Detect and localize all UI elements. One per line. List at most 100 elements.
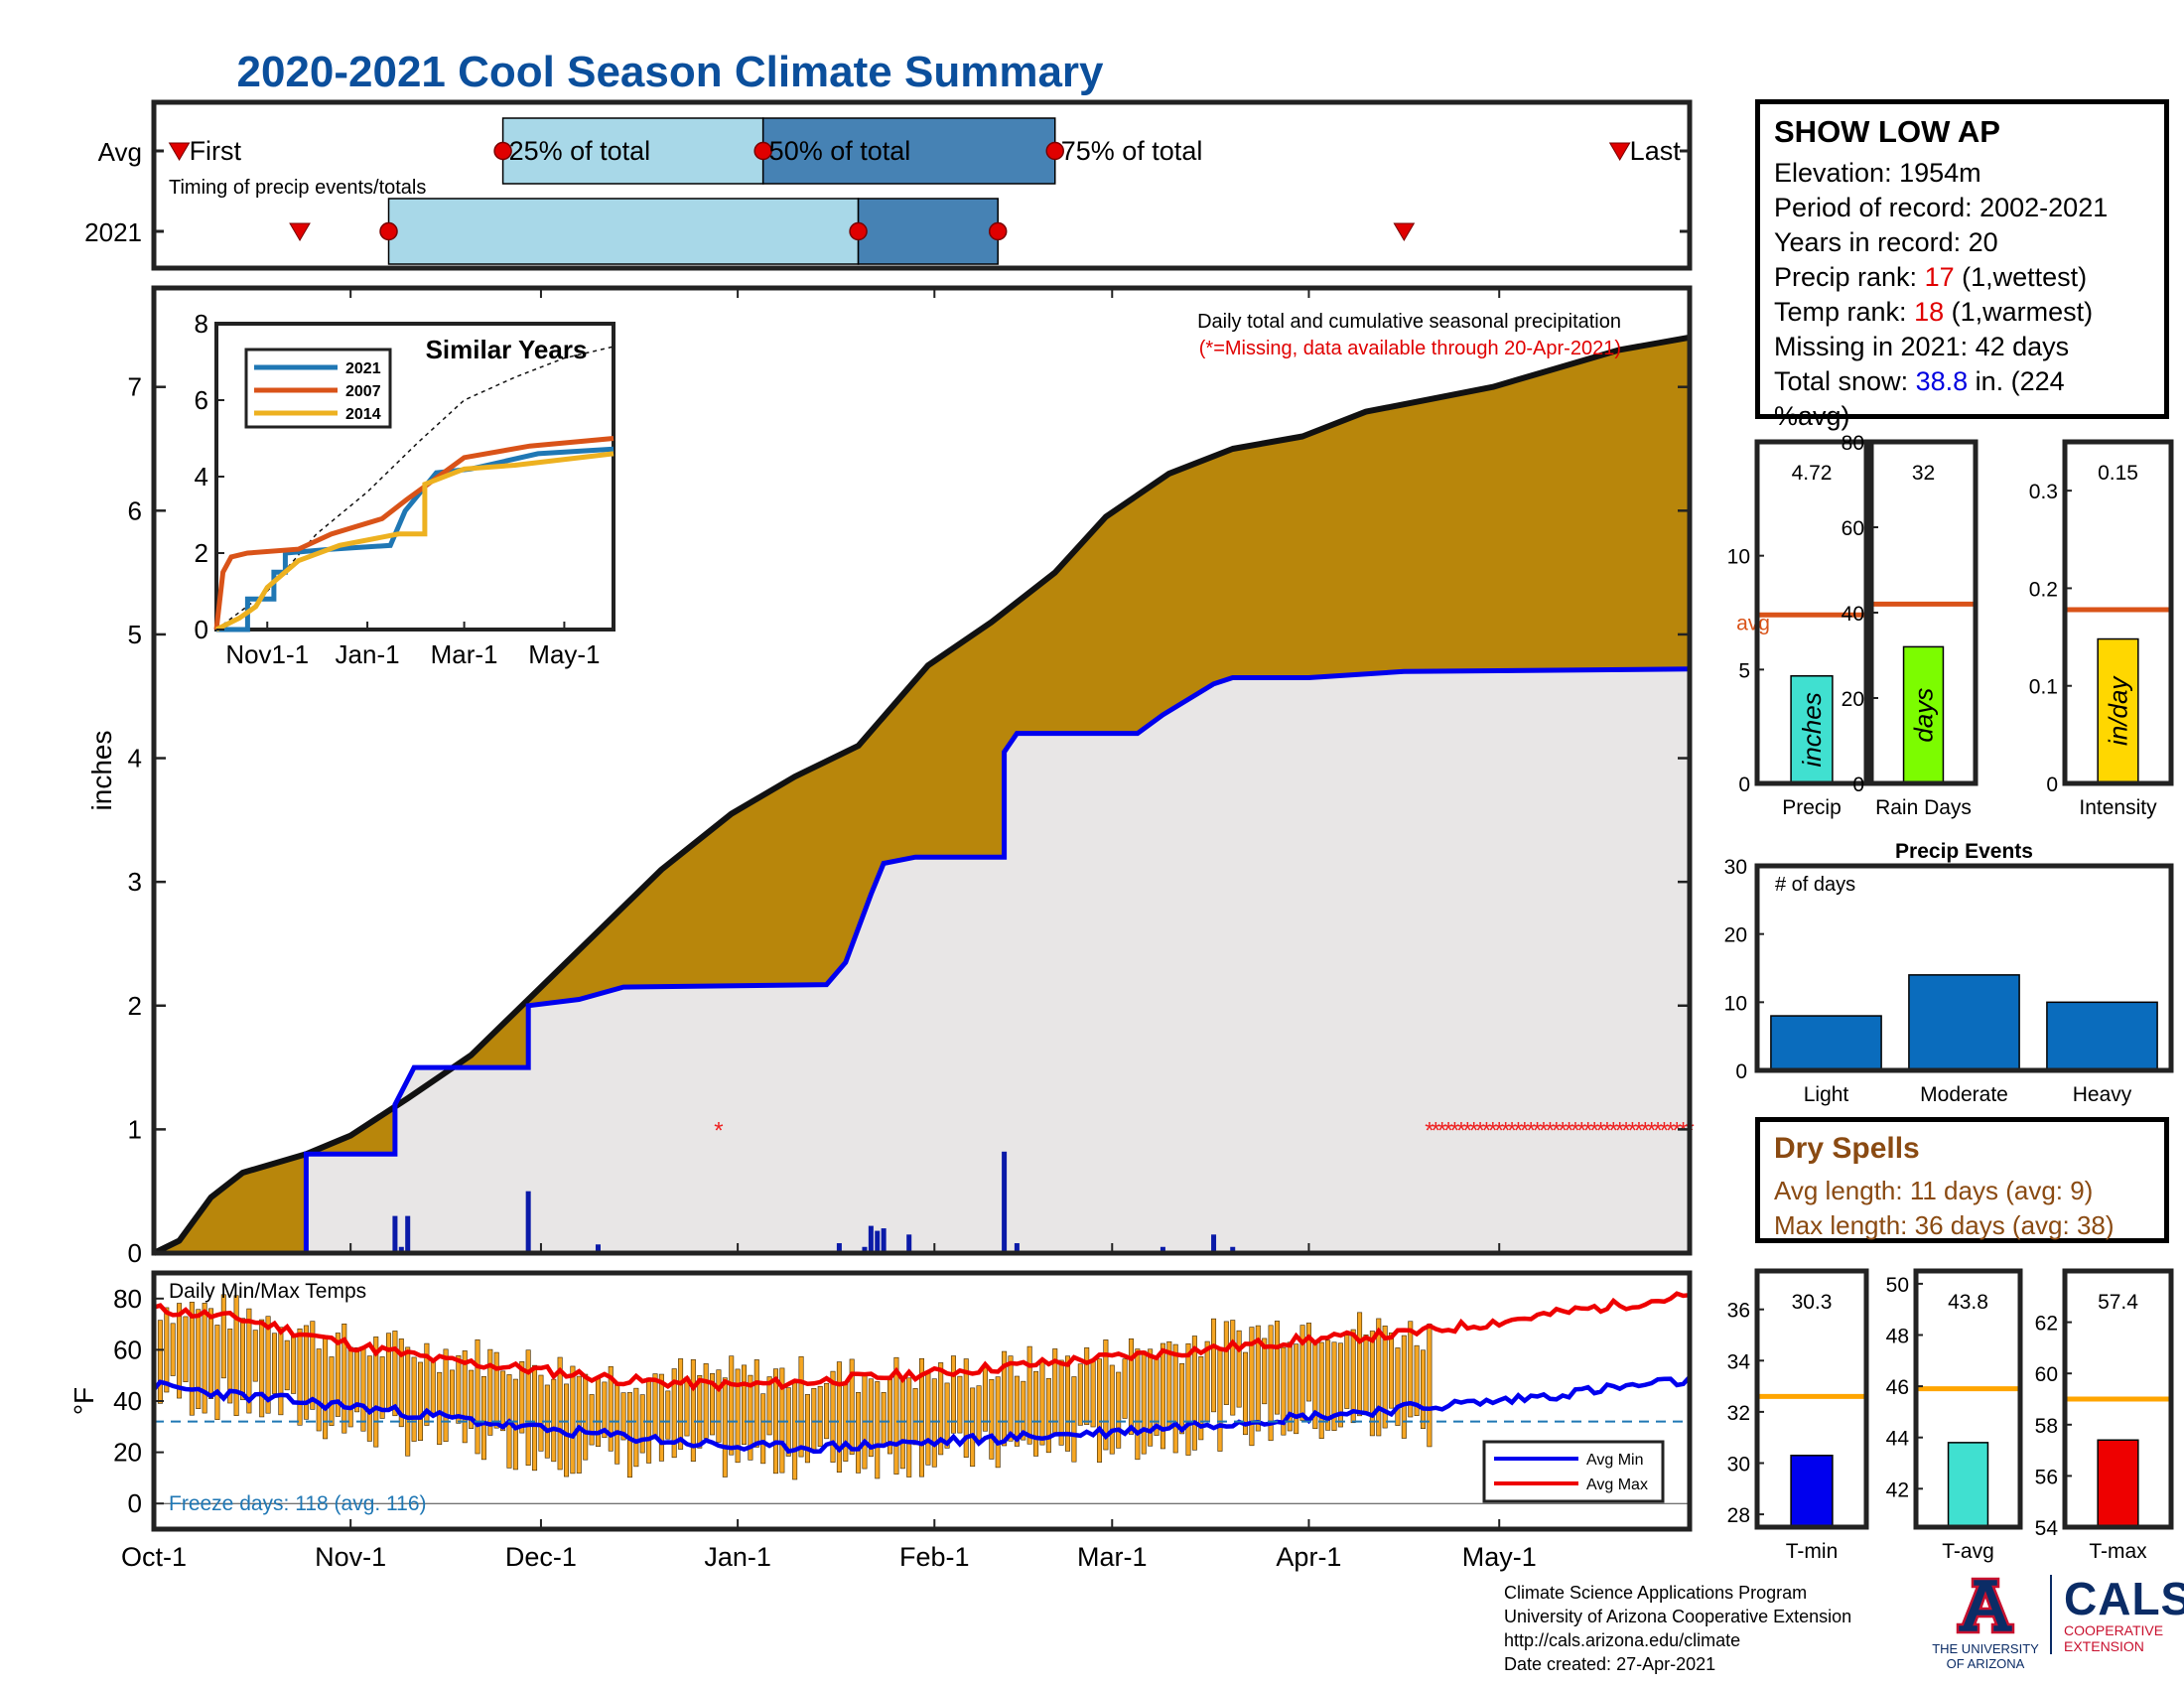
timing-last-triangle [1393,222,1416,241]
precip-rank-label: Precip rank: [1774,262,1925,292]
daily-precip-bar [1002,1151,1008,1253]
missing-data-marker: * [1653,1117,1662,1144]
x-tick-label: Jan-1 [704,1542,771,1572]
timing-last-triangle [1608,142,1631,161]
daily-precip-bar [525,1191,531,1253]
daily-temp-bar [963,1358,969,1458]
daily-temp-bar [1382,1326,1388,1429]
daily-temp-bar [1281,1346,1287,1436]
missing-data-marker: * [1432,1117,1440,1144]
daily-temp-bar [1096,1358,1102,1463]
temp-summary-value: 43.8 [1948,1291,1988,1314]
precip-summary-avg-label: avg [1736,612,1770,634]
precip-summary-value: 32 [1912,462,1935,485]
daily-temp-bar [366,1355,372,1442]
dry-spells-max: Max length: 36 days (avg: 38) [1774,1210,2115,1240]
daily-temp-bar [760,1393,766,1465]
timing-first-label: First [190,136,242,166]
university-of-arizona-logo[interactable]: THE UNIVERSITY OF ARIZONA [1921,1575,2050,1671]
cals-line-1: COOPERATIVE [2064,1622,2164,1638]
daily-temp-bar [227,1329,233,1404]
daily-temp-bar [177,1303,183,1399]
timing-bar-50-75 [857,198,999,265]
daily-temp-bar [1179,1362,1185,1435]
timing-75-label: 75% of total [1061,136,1203,166]
missing-data-marker: * [1647,1117,1656,1144]
station-elevation: Elevation: 1954m [1774,158,1981,188]
daily-temp-bar [881,1392,887,1446]
precip-summary-category-label: Rain Days [1875,796,1972,819]
station-missing: Missing in 2021: 42 days [1774,332,2070,361]
legend-label-2014: 2014 [345,406,381,423]
temp-summary-bar [1790,1455,1834,1528]
daily-temp-bar [1344,1335,1350,1409]
legend-label-avg-min: Avg Min [1586,1452,1644,1469]
daily-temp-bar [411,1356,417,1442]
daily-temp-bar [437,1371,443,1446]
daily-temp-bar [183,1316,189,1382]
x-tick-label: Apr-1 [1276,1542,1341,1572]
daily-temp-bar [1427,1324,1433,1448]
timing-marker-75 [988,221,1008,241]
station-snow: Total snow: 38.8 in. (224 [1774,364,2150,399]
temp-summary-tick-label: 30 [1727,1454,1750,1477]
daily-temp-bar [1026,1345,1032,1445]
precip-summary-unit-label: in/day [2104,675,2133,746]
missing-data-marker: * [1596,1117,1605,1144]
missing-data-marker: * [1469,1117,1478,1144]
temp-rank-label: Temp rank: [1774,297,1915,327]
daily-temp-bar [906,1377,912,1477]
daily-temp-bar [392,1331,398,1417]
missing-data-marker: * [1666,1117,1675,1144]
daily-temp-bar [620,1392,626,1441]
footer-date: Date created: 27-Apr-2021 [1504,1654,1716,1674]
daily-temp-bar [1243,1351,1249,1436]
missing-data-marker: * [1507,1117,1516,1144]
precip-summary-category-label: Precip [1782,796,1842,819]
precip-summary-tick-label: 60 [1842,517,1864,540]
similar-years-x-tick-label: Mar-1 [431,639,498,669]
daily-precip-bar [405,1215,411,1253]
missing-data-marker: * [1552,1117,1561,1144]
timing-first-triangle [168,142,191,161]
daily-temp-bar [557,1356,563,1471]
precip-plot-frame [151,285,1693,1256]
similar-years-line-2014 [214,451,614,633]
daily-temp-bar [1065,1355,1071,1452]
daily-precip-bar [392,1215,398,1253]
temp-summary-value: 57.4 [2098,1291,2138,1314]
legend-label-avg-max: Avg Max [1586,1477,1648,1493]
station-name: SHOW LOW AP [1774,114,2000,149]
precip-summary-tick-label: 0 [1852,774,1864,796]
daily-temp-bar [1002,1350,1008,1447]
daily-temp-bar [658,1373,664,1462]
daily-temp-bar [1045,1377,1051,1454]
daily-temp-bar [595,1376,601,1447]
cals-logo[interactable]: CALS COOPERATIVE EXTENSION [2050,1575,2184,1654]
daily-temp-bar [1217,1349,1223,1452]
temp-summary-tick-label: 60 [2035,1363,2058,1386]
daily-temp-bar [1021,1380,1026,1441]
daily-temp-bar [449,1369,455,1418]
temp-summary-tick-label: 32 [1727,1402,1750,1425]
precip-events-tick-label: 20 [1724,924,1747,947]
missing-data-marker: * [1628,1117,1637,1144]
precip-events-category-label: Heavy [2073,1083,2132,1106]
precip-events-tick-label: 30 [1724,856,1747,879]
season-cumulative-line [154,666,1691,1256]
temp-summary-tick-label: 34 [1727,1350,1751,1373]
precip-summary-tick-label: 0.1 [2029,676,2058,699]
daily-temp-bar [931,1378,937,1468]
daily-precip-bar [881,1228,887,1253]
daily-temp-bar [360,1347,366,1432]
missing-data-marker: * [1565,1117,1573,1144]
daily-temp-bar [1268,1325,1274,1442]
precip-summary-unit-label: days [1909,688,1939,743]
precip-y-tick-label: 6 [128,495,142,525]
missing-data-marker: * [1456,1117,1465,1144]
temp-y-axis-label: °F [68,1387,99,1415]
footer-link[interactable]: http://cals.arizona.edu/climate [1504,1630,1741,1650]
missing-data-marker: * [1673,1117,1682,1144]
daily-temp-bar [157,1320,163,1404]
precip-rank-note: (1,wettest) [1954,262,2088,292]
